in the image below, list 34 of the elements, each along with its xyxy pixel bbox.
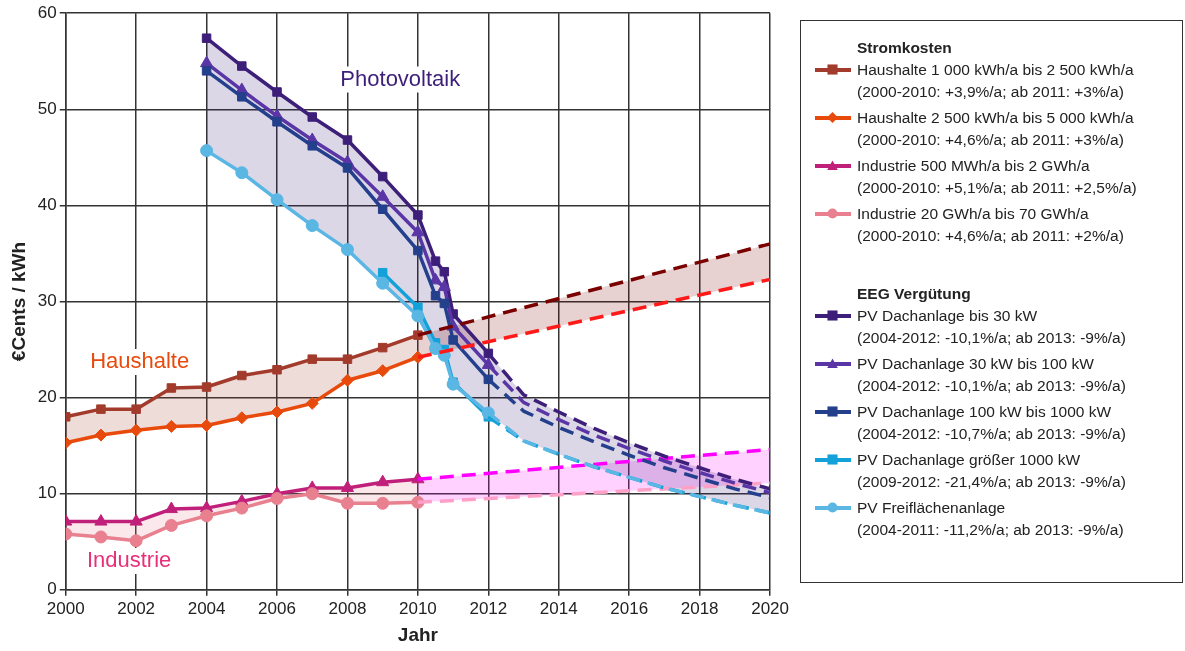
x-tick-label: 2000 (46, 598, 85, 618)
x-tick-label: 2012 (469, 598, 508, 618)
y-tick-label: 50 (37, 98, 57, 118)
x-axis-title: Jahr (397, 623, 439, 645)
y-tick-label: 0 (47, 579, 57, 599)
x-tick-label: 2020 (751, 598, 789, 618)
legend-title: Stromkosten (857, 39, 953, 57)
legend-label: PV Dachanlage 30 kW bis 100 kW (2004-2012: -10,1%/a; ab 2013: -9%/a) (857, 354, 1126, 396)
legend-label: Haushalte 2 500 kWh/a bis 5 000 kWh/a (2000-2010: +4,6%/a; ab 2011: +3%/a) (857, 108, 1134, 150)
y-axis-title: €Cents / kWh (7, 241, 29, 362)
annotation: Haushalte (90, 348, 190, 374)
y-tick-label: 60 (37, 2, 57, 22)
y-tick-label: 20 (37, 387, 57, 407)
x-tick-label: 2006 (258, 598, 296, 618)
legend-label: Industrie 500 MWh/a bis 2 GWh/a (2000-2010: +5,1%/a; ab 2011: +2,5%/a) (857, 156, 1137, 198)
x-tick-label: 2018 (680, 598, 719, 618)
legend-label: PV Freiflächenanlage (2004-2011: -11,2%/a; ab 2013: -9%/a) (857, 498, 1124, 540)
text: EEG Vergütung (857, 285, 972, 303)
x-tick-label: 2016 (610, 598, 649, 618)
legend-label: Haushalte 1 000 kWh/a bis 2 500 kWh/a (2000-2010: +3,9%/a; ab 2011: +3%/a) (857, 60, 1134, 102)
legend-label: PV Dachanlage bis 30 kW (2004-2012: -10,1%/a; ab 2013: -9%/a) (857, 306, 1126, 348)
x-tick-label: 2004 (187, 598, 226, 618)
y-tick-label: 40 (37, 195, 57, 215)
x-tick-label: 2014 (539, 598, 578, 618)
y-tick-label: 10 (37, 483, 57, 503)
annotation: Industrie (86, 547, 172, 573)
legend-label: PV Dachanlage 100 kW bis 1000 kW (2004-2012: -10,7%/a; ab 2013: -9%/a) (857, 402, 1126, 444)
annotation: Photovoltaik (340, 65, 462, 91)
y-tick-label: 30 (37, 291, 57, 311)
x-tick-label: 2002 (117, 598, 156, 618)
x-tick-label: 2008 (328, 598, 367, 618)
x-tick-label: 2010 (398, 598, 437, 618)
legend-label: PV Dachanlage größer 1000 kW (2009-2012: -21,4%/a; ab 2013: -9%/a) (857, 450, 1126, 492)
legend-label: Industrie 20 GWh/a bis 70 GWh/a (2000-2010: +4,6%/a; ab 2011: +2%/a) (857, 204, 1124, 246)
